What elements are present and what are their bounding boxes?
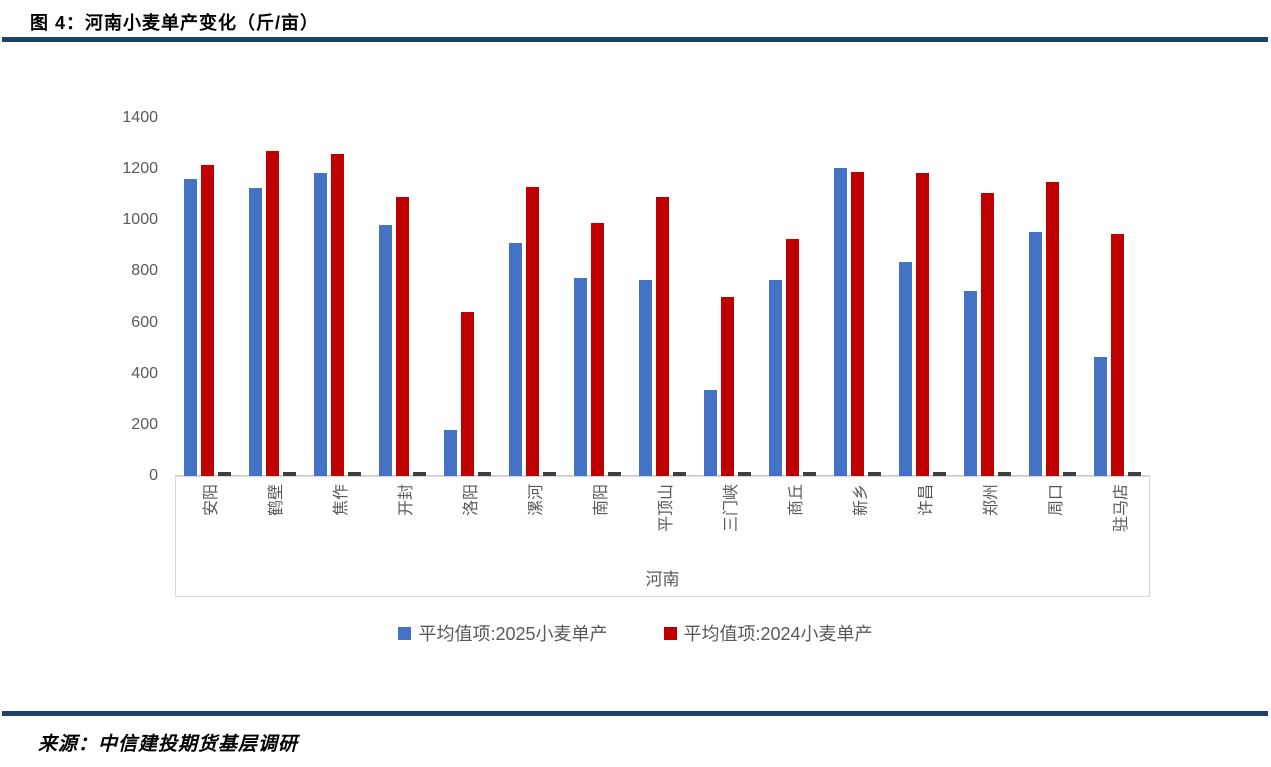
- bar-2025-郑州: [964, 290, 977, 476]
- category-label-商丘: 商丘: [787, 484, 805, 517]
- bar-2024-周口: [1046, 181, 1059, 476]
- plot-area: [175, 118, 1150, 477]
- category-label-南阳: 南阳: [592, 484, 610, 517]
- bar-2024-鹤壁: [266, 151, 279, 476]
- bar-2024-开封: [396, 197, 409, 476]
- y-axis-tick-label: 1200: [122, 160, 158, 178]
- bar-2024-郑州: [981, 193, 994, 476]
- category-label-许昌: 许昌: [917, 484, 935, 517]
- category-label-洛阳: 洛阳: [462, 484, 480, 517]
- bar-2024-焦作: [331, 153, 344, 476]
- category-label-平顶山: 平顶山: [657, 484, 675, 533]
- bar-2024-驻马店: [1111, 234, 1124, 476]
- category-label-鹤壁: 鹤壁: [267, 484, 285, 517]
- baseline-mark-郑州: [998, 472, 1011, 476]
- y-axis-tick-label: 1000: [122, 211, 158, 229]
- legend-item-2024: 平均值项:2024小麦单产: [663, 620, 873, 646]
- baseline-mark-漯河: [543, 472, 556, 476]
- axis-group-label: 河南: [645, 570, 680, 589]
- bar-2025-焦作: [314, 172, 327, 476]
- y-axis-tick-label: 1400: [122, 109, 158, 126]
- baseline-mark-新乡: [868, 472, 881, 476]
- baseline-mark-焦作: [348, 472, 361, 476]
- bar-2024-洛阳: [461, 312, 474, 476]
- bar-2024-平顶山: [656, 197, 669, 476]
- category-label-三门峡: 三门峡: [722, 484, 740, 533]
- bottom-divider-line: [2, 711, 1268, 716]
- y-axis-tick-label: 600: [131, 313, 158, 331]
- bar-2024-许昌: [916, 172, 929, 476]
- baseline-mark-洛阳: [478, 472, 491, 476]
- baseline-mark-许昌: [933, 472, 946, 476]
- category-label-驻马店: 驻马店: [1112, 484, 1130, 533]
- baseline-mark-驻马店: [1128, 472, 1141, 476]
- bar-2024-漯河: [526, 187, 539, 476]
- category-label-安阳: 安阳: [202, 484, 220, 517]
- category-label-开封: 开封: [397, 484, 415, 517]
- bar-2025-洛阳: [444, 429, 457, 476]
- bar-2025-平顶山: [639, 280, 652, 476]
- bar-2025-鹤壁: [249, 188, 262, 476]
- figure-title: 图 4：河南小麦单产变化（斤/亩）: [30, 13, 320, 33]
- baseline-mark-鹤壁: [283, 472, 296, 476]
- bar-2024-安阳: [201, 165, 214, 476]
- category-label-新乡: 新乡: [852, 484, 870, 517]
- legend-swatch-icon: [398, 626, 412, 640]
- bar-2025-驻马店: [1094, 357, 1107, 476]
- category-label-漯河: 漯河: [527, 484, 545, 517]
- bar-2025-三门峡: [704, 390, 717, 476]
- baseline-mark-安阳: [218, 472, 231, 476]
- legend-item-2025: 平均值项:2025小麦单产: [398, 620, 608, 646]
- bar-2025-新乡: [834, 167, 847, 476]
- baseline-mark-南阳: [608, 472, 621, 476]
- top-divider-line: [2, 37, 1268, 42]
- bar-2025-安阳: [184, 179, 197, 476]
- bar-2025-商丘: [769, 280, 782, 476]
- bar-2024-商丘: [786, 239, 799, 476]
- baseline-mark-平顶山: [673, 472, 686, 476]
- category-label-焦作: 焦作: [332, 484, 350, 517]
- legend-label: 平均值项:2025小麦单产: [418, 624, 608, 644]
- baseline-mark-开封: [413, 472, 426, 476]
- baseline-mark-商丘: [803, 472, 816, 476]
- legend-label: 平均值项:2024小麦单产: [683, 624, 873, 644]
- category-axis-box: 河南 安阳 鹤壁 焦作 开封 洛阳 漯河 南阳 平顶山 三门峡 商丘 新乡 许昌 郑州 周口 驻马店: [175, 476, 1150, 597]
- bar-2025-南阳: [574, 277, 587, 476]
- bar-2024-南阳: [591, 222, 604, 476]
- bar-2024-三门峡: [721, 297, 734, 476]
- y-axis-tick-label: 800: [131, 262, 158, 280]
- bar-2024-新乡: [851, 171, 864, 476]
- chart-legend: 平均值项:2025小麦单产 平均值项:2024小麦单产: [0, 620, 1271, 646]
- source-note: 来源：中信建投期货基层调研: [38, 734, 299, 755]
- bar-2025-许昌: [899, 262, 912, 476]
- bar-2025-漯河: [509, 243, 522, 476]
- legend-swatch-icon: [663, 626, 677, 640]
- baseline-mark-三门峡: [738, 472, 751, 476]
- category-label-郑州: 郑州: [982, 484, 1000, 517]
- category-label-周口: 周口: [1047, 484, 1065, 517]
- y-axis-tick-label: 0: [149, 467, 158, 484]
- bar-2025-开封: [379, 225, 392, 476]
- baseline-mark-周口: [1063, 472, 1076, 476]
- bar-2025-周口: [1029, 231, 1042, 476]
- y-axis-tick-label: 400: [131, 364, 158, 382]
- y-axis-tick-label: 200: [131, 415, 158, 433]
